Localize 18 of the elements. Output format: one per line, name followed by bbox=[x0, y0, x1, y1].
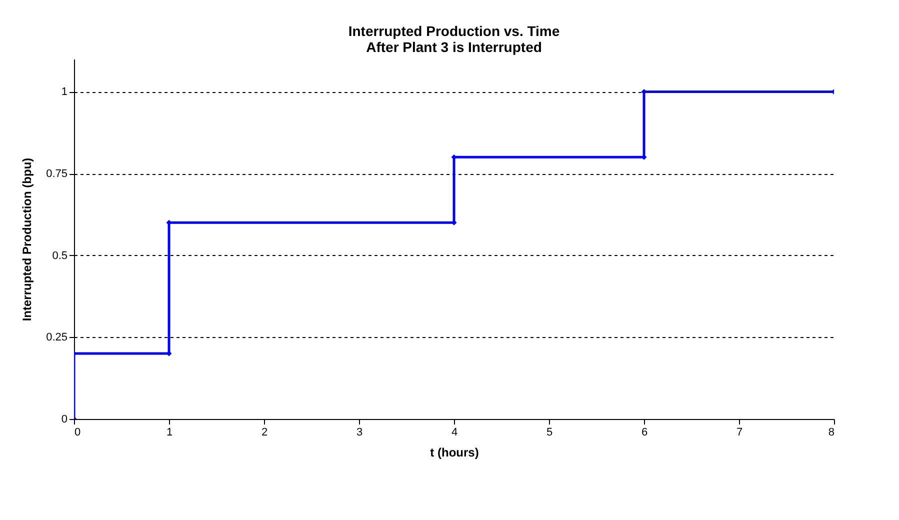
y-tick-label: 0 bbox=[61, 414, 68, 426]
y-tick-label: 0.75 bbox=[46, 168, 68, 180]
x-tick-label: 4 bbox=[451, 426, 458, 438]
text: Interrupted Production vs. Time bbox=[348, 23, 560, 39]
text: After Plant 3 is Interrupted bbox=[366, 39, 542, 55]
y-tick-label: 1 bbox=[61, 86, 68, 98]
y-tick-label: 0.5 bbox=[52, 250, 68, 262]
x-tick-label: 0 bbox=[74, 426, 81, 438]
x-axis-title: t (hours) bbox=[430, 446, 479, 460]
x-tick-label: 7 bbox=[736, 426, 743, 438]
y-tick-label: 0.25 bbox=[46, 332, 68, 344]
x-tick-label: 1 bbox=[166, 426, 173, 438]
x-tick-label: 5 bbox=[546, 426, 553, 438]
x-tick-label: 6 bbox=[641, 426, 648, 438]
x-tick-label: 3 bbox=[356, 426, 363, 438]
y-axis-title: Interrupted Production (bpu) bbox=[20, 158, 34, 322]
x-tick-label: 8 bbox=[828, 426, 834, 438]
x-tick-label: 2 bbox=[261, 426, 268, 438]
